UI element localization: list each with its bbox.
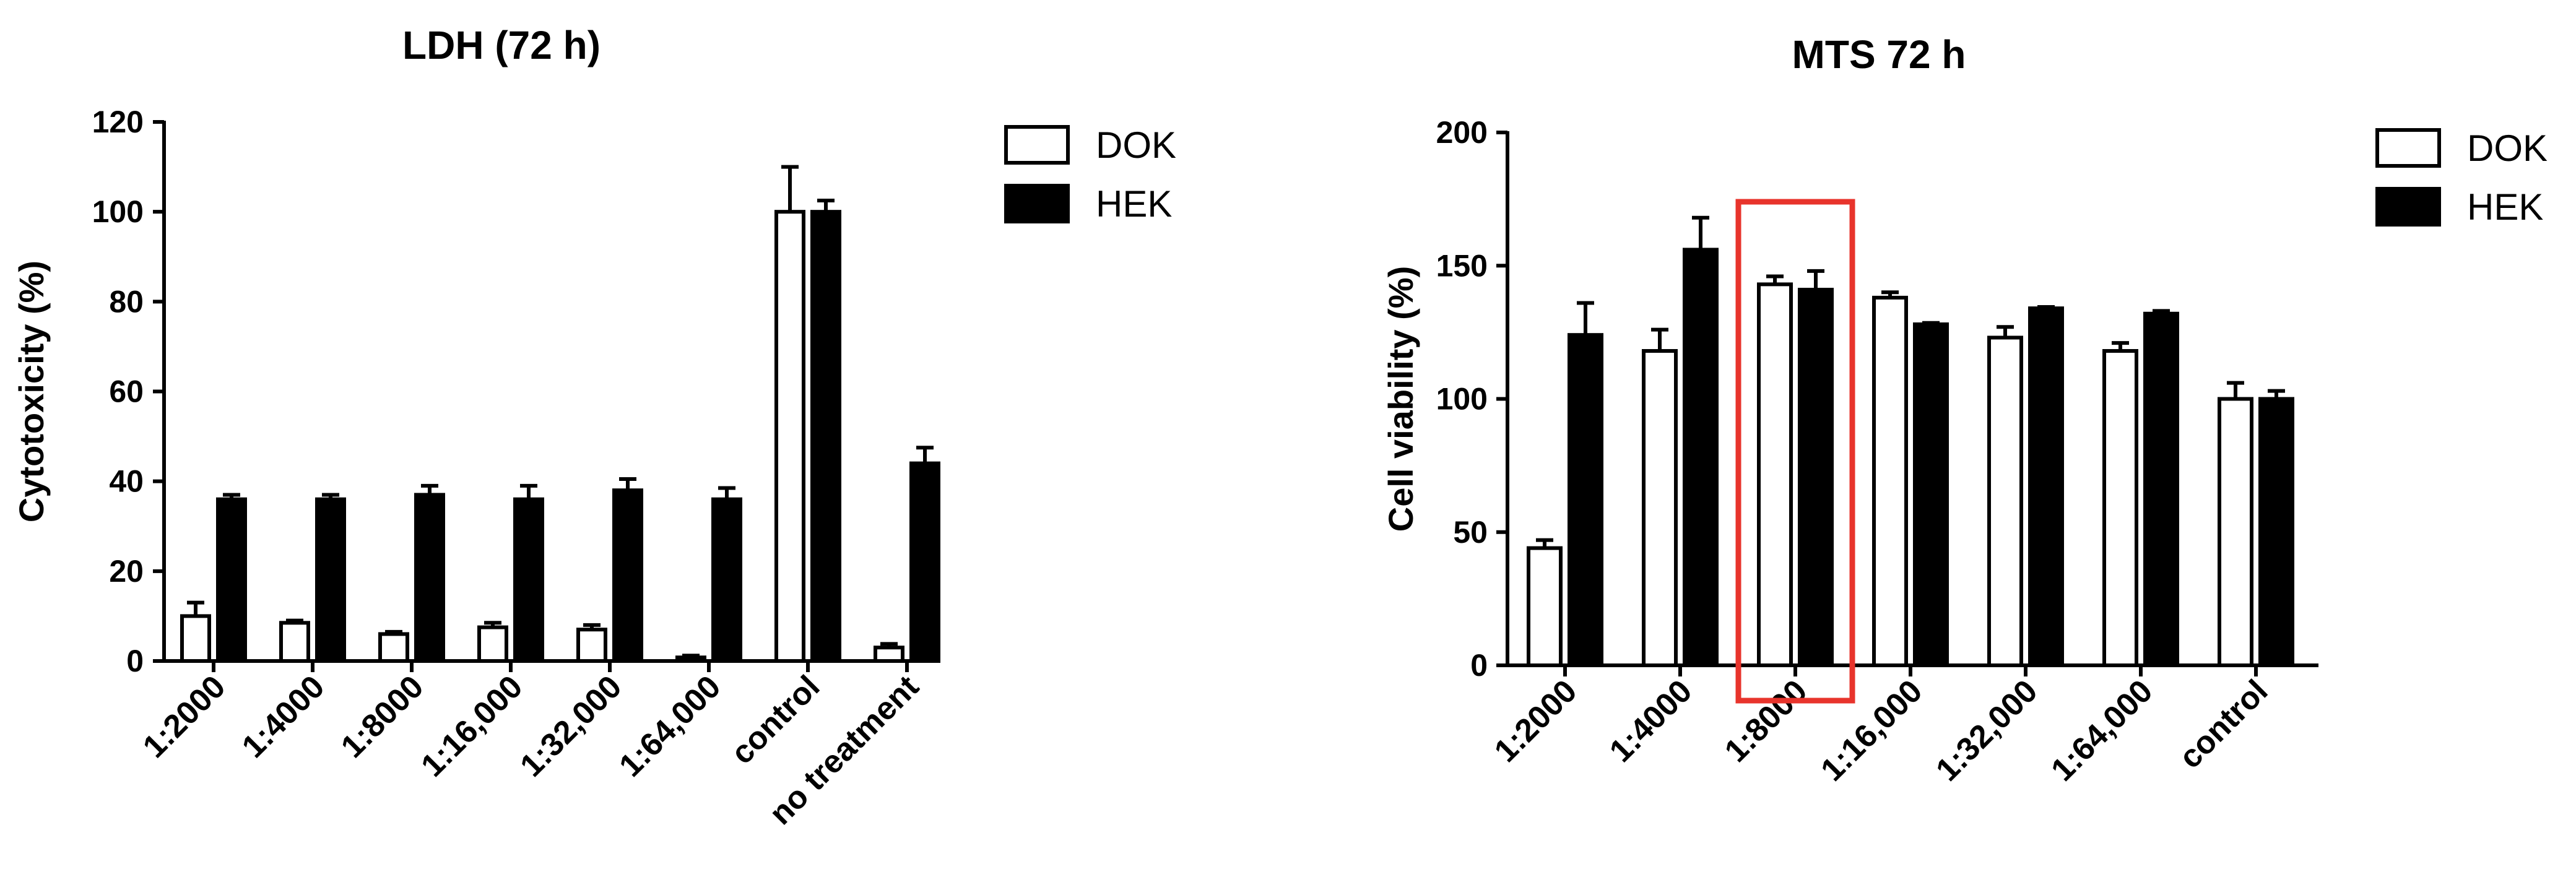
chart-2-category-label: 1:4000	[1603, 673, 1699, 769]
chart-1-y-tick-label: 100	[92, 194, 144, 229]
chart-2-bar-hek	[1798, 287, 1834, 667]
chart-1-bar-dok	[180, 614, 211, 663]
chart-1-bar-dok	[874, 646, 904, 663]
chart-1-y-tick-label: 40	[109, 464, 144, 499]
chart-2-category-label: 1:2000	[1488, 673, 1584, 769]
chart-1-y-tick-label: 80	[109, 284, 144, 319]
chart-2-bar-hek	[1913, 322, 1949, 667]
chart-1-bar-hek	[810, 210, 841, 663]
chart-2-category-label: 1:64,000	[2044, 673, 2159, 788]
chart-1-category-label: 1:2000	[136, 668, 233, 765]
chart-2-y-tick-label: 50	[1453, 515, 1488, 550]
chart-2-bar-hek	[2258, 397, 2294, 667]
chart-2-category-label: 1:32,000	[1929, 673, 2044, 788]
chart-1-legend-label-dok: DOK	[1096, 124, 1176, 166]
chart-1-category-label: 1:8000	[334, 668, 431, 765]
chart-1-category-label: 1:16,000	[414, 668, 529, 784]
chart-1-bar-dok	[774, 210, 805, 663]
chart-2-highlight-box	[1735, 199, 1855, 704]
chart-1-title: LDH (72 h)	[402, 23, 601, 67]
chart-1-bar-dok	[378, 632, 409, 663]
chart-2-category-label: control	[2172, 673, 2275, 776]
chart-2-bar-hek	[1683, 248, 1719, 668]
chart-2-legend-swatch-dok	[2375, 128, 2441, 168]
chart-2-bar-dok	[1872, 295, 1908, 668]
chart-1-bar-hek	[711, 497, 742, 663]
chart-2-bar-hek	[1568, 333, 1603, 667]
chart-1-bar-hek	[414, 493, 445, 663]
chart-2-y-axis-label: Cell viability (%)	[1381, 266, 1420, 532]
chart-2-bar-hek	[2143, 311, 2179, 667]
chart-1-category-label: control	[724, 668, 827, 771]
chart-1-legend-label-hek: HEK	[1096, 183, 1172, 225]
chart-2-bar-dok	[1527, 546, 1563, 668]
chart-2-category-label: 1:16,000	[1814, 673, 1929, 788]
chart-2-category-label: 1:8000	[1718, 673, 1815, 769]
chart-1-legend-swatch-dok	[1004, 125, 1070, 165]
chart-1-bar-hek	[612, 488, 643, 663]
chart-2-bar-dok	[1757, 282, 1793, 667]
chart-1-category-label: 1:32,000	[513, 668, 628, 784]
chart-1-y-tick-label: 0	[126, 644, 144, 678]
chart-2-legend-label-hek: HEK	[2467, 186, 2543, 228]
chart-1-y-tick-label: 20	[109, 554, 144, 589]
chart-2-legend-label-dok: DOK	[2467, 127, 2548, 169]
chart-2-bar-dok	[1987, 335, 2023, 667]
chart-1-bar-hek	[513, 497, 544, 663]
chart-2-bar-hek	[2028, 306, 2064, 667]
chart-1-y-tick-label: 60	[109, 374, 144, 409]
chart-1-bar-hek	[216, 497, 247, 663]
chart-1-bar-dok	[576, 628, 607, 663]
chart-2-y-tick-label: 100	[1436, 382, 1488, 417]
chart-2-bar-dok	[2218, 397, 2253, 667]
chart-2-legend-swatch-hek	[2375, 187, 2441, 227]
chart-1-bar-dok	[675, 655, 706, 663]
chart-2-y-tick-label: 150	[1436, 248, 1488, 283]
chart-2-bar-dok	[1642, 349, 1678, 667]
chart-1-bar-dok	[477, 625, 508, 663]
chart-1-legend-swatch-hek	[1004, 184, 1070, 223]
chart-2-y-tick-label: 200	[1436, 115, 1488, 150]
chart-2-y-tick-label: 0	[1470, 648, 1488, 683]
chart-1-bar-dok	[279, 621, 310, 663]
chart-1-y-axis-label: Cytotoxicity (%)	[12, 261, 51, 522]
chart-1-category-label: 1:64,000	[612, 668, 727, 784]
chart-1-y-tick-label: 120	[92, 105, 144, 139]
chart-1-bar-hek	[909, 461, 940, 663]
chart-1-bar-hek	[315, 497, 346, 663]
chart-1-category-label: 1:4000	[235, 668, 332, 765]
chart-2-bar-dok	[2102, 349, 2138, 667]
chart-2-title: MTS 72 h	[1792, 32, 1966, 77]
